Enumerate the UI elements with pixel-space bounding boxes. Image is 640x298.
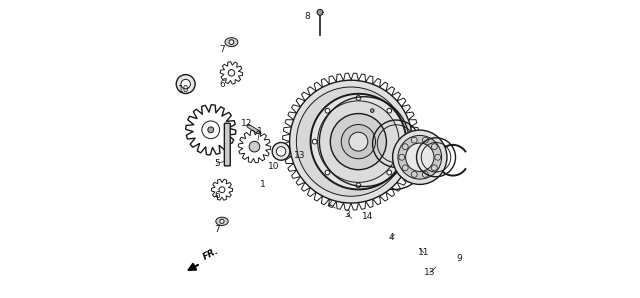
Circle shape [387, 108, 392, 113]
Text: 7: 7 [220, 45, 225, 54]
Circle shape [400, 139, 404, 144]
FancyBboxPatch shape [225, 123, 230, 166]
Circle shape [435, 154, 441, 160]
Circle shape [399, 154, 404, 160]
Text: 5: 5 [214, 159, 220, 168]
Circle shape [349, 132, 368, 151]
Circle shape [387, 170, 392, 175]
Circle shape [317, 101, 399, 182]
Circle shape [289, 80, 412, 203]
Text: 11: 11 [418, 249, 429, 257]
Circle shape [202, 121, 220, 139]
Circle shape [412, 137, 417, 143]
Circle shape [181, 79, 190, 89]
Text: 2: 2 [326, 199, 332, 208]
Circle shape [356, 96, 361, 100]
Text: 3: 3 [344, 210, 350, 219]
Text: 6: 6 [220, 80, 225, 89]
Text: 1: 1 [260, 180, 266, 189]
Circle shape [176, 74, 195, 94]
Text: 12: 12 [241, 119, 252, 128]
Text: 13: 13 [294, 151, 306, 160]
Text: 14: 14 [362, 212, 374, 221]
Text: 10: 10 [268, 162, 279, 171]
Ellipse shape [225, 38, 238, 46]
Text: 4: 4 [388, 233, 394, 242]
Circle shape [398, 135, 442, 179]
Text: 9: 9 [456, 254, 462, 263]
Circle shape [422, 137, 428, 143]
Text: 13: 13 [424, 268, 436, 277]
Text: 8: 8 [305, 12, 310, 21]
Text: FR.: FR. [202, 246, 221, 262]
Circle shape [229, 40, 234, 44]
Circle shape [310, 94, 406, 190]
Circle shape [249, 141, 260, 152]
Text: 6: 6 [214, 191, 220, 200]
Circle shape [296, 87, 406, 196]
Circle shape [330, 114, 387, 170]
Circle shape [317, 9, 323, 15]
Circle shape [208, 127, 214, 133]
Circle shape [276, 147, 285, 156]
Circle shape [403, 165, 408, 171]
Circle shape [219, 187, 225, 193]
Circle shape [392, 130, 447, 184]
Circle shape [431, 165, 437, 171]
Circle shape [371, 109, 374, 112]
Circle shape [228, 70, 235, 76]
Circle shape [341, 125, 376, 159]
Text: 7: 7 [214, 225, 220, 234]
Circle shape [272, 142, 290, 160]
Ellipse shape [216, 217, 228, 226]
Circle shape [356, 183, 361, 188]
Circle shape [325, 170, 330, 175]
Circle shape [325, 108, 330, 113]
Circle shape [431, 144, 437, 150]
Text: 1: 1 [257, 127, 262, 136]
Circle shape [312, 139, 317, 144]
Circle shape [412, 171, 417, 177]
Circle shape [220, 219, 224, 224]
Circle shape [406, 143, 434, 171]
Text: 10: 10 [178, 85, 189, 94]
Circle shape [422, 171, 428, 177]
Circle shape [403, 144, 408, 150]
